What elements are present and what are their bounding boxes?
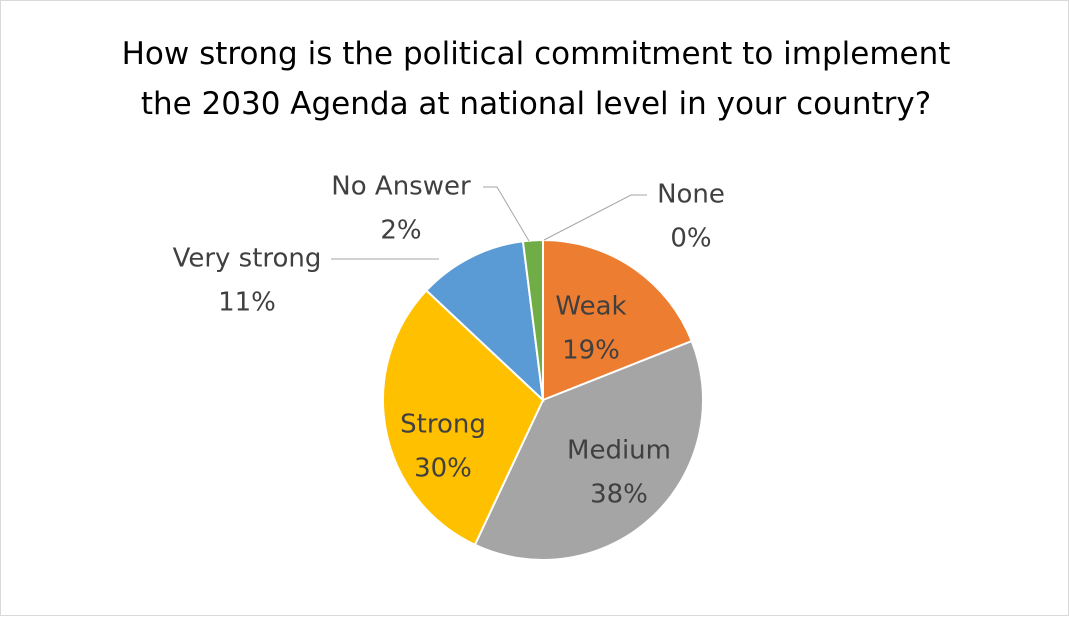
slice-value-very-strong: 11% (218, 288, 276, 318)
slice-value-medium: 38% (590, 480, 648, 510)
slice-label-no-answer: No Answer (331, 172, 471, 202)
slice-value-none: 0% (670, 224, 711, 254)
slice-label-strong: Strong (400, 410, 486, 440)
pie-slice-medium (473, 339, 704, 561)
slice-label-weak: Weak (555, 292, 626, 322)
slice-value-weak: 19% (562, 336, 620, 366)
pie-slice-no-answer (521, 238, 544, 401)
slice-label-medium: Medium (567, 436, 671, 466)
pie-slice-weak (542, 238, 694, 402)
leader-line-no-answer (483, 186, 530, 242)
chart-title: How strong is the political commitment t… (121, 36, 951, 122)
slice-value-strong: 30% (414, 454, 472, 484)
leader-line-none (543, 194, 647, 241)
pie-slice-strong (382, 289, 545, 547)
pie-slice-very-strong (424, 240, 545, 403)
slice-value-no-answer: 2% (380, 216, 421, 246)
slice-label-none: None (657, 180, 725, 210)
slice-label-very-strong: Very strong (173, 244, 322, 274)
